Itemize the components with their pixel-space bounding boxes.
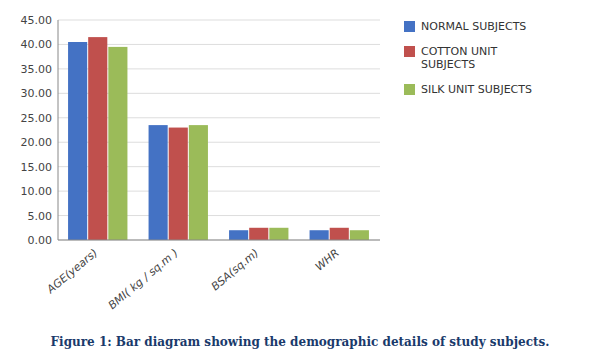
grid bbox=[58, 20, 380, 240]
y-tick-label: 0.00 bbox=[28, 234, 53, 247]
text-line: COTTON UNIT bbox=[421, 45, 497, 58]
title: Figure 1: Bar diagram showing the demogr… bbox=[51, 335, 550, 349]
y-tick-label: 25.00 bbox=[21, 112, 53, 125]
bar bbox=[249, 228, 268, 240]
legend-label: COTTON UNITSUBJECTS bbox=[421, 45, 497, 71]
chart: 0.00 5.00 10.00 15.00 20.00 25.00 30.00 35.00 40… bbox=[0, 0, 600, 358]
y-tick-label: 45.00 bbox=[21, 14, 53, 27]
bar bbox=[68, 42, 87, 240]
bar bbox=[149, 125, 168, 240]
bar bbox=[229, 230, 248, 240]
legend-swatch bbox=[404, 21, 415, 32]
y-axis-line bbox=[58, 20, 59, 240]
bar bbox=[189, 125, 208, 240]
legend-label: NORMAL SUBJECTS bbox=[421, 20, 526, 33]
bars bbox=[68, 37, 369, 240]
bar bbox=[88, 37, 107, 240]
legend-swatch bbox=[404, 46, 415, 57]
y-tick-label: 5.00 bbox=[28, 210, 53, 223]
grid-line bbox=[58, 20, 380, 21]
y-tick-label: 40.00 bbox=[21, 38, 53, 51]
text-line: SUBJECTS bbox=[421, 58, 475, 71]
x-tick-label: AGE(years) bbox=[44, 246, 101, 296]
bar bbox=[330, 228, 349, 240]
y-tick-label: 20.00 bbox=[21, 136, 53, 149]
bar bbox=[169, 128, 188, 240]
y-tick-label: 35.00 bbox=[21, 63, 53, 76]
bar bbox=[269, 228, 288, 240]
y-tick-label: 15.00 bbox=[21, 161, 53, 174]
legend-label: SILK UNIT SUBJECTS bbox=[421, 83, 532, 96]
x-axis-line bbox=[58, 240, 380, 241]
x-tick-label: BMI( kg / sq.m ) bbox=[106, 246, 181, 312]
grid-line bbox=[58, 240, 380, 241]
text-line: SILK UNIT SUBJECTS bbox=[421, 83, 532, 96]
bar bbox=[108, 47, 127, 240]
x-tick-label: BSA(sq.m) bbox=[209, 246, 261, 293]
bar bbox=[310, 230, 329, 240]
y-tick-label: 10.00 bbox=[21, 185, 53, 198]
legend-swatch bbox=[404, 84, 415, 95]
y-tick-label: 30.00 bbox=[21, 87, 53, 100]
text-line: NORMAL SUBJECTS bbox=[421, 20, 526, 33]
bar bbox=[350, 230, 369, 240]
x-tick-label: WHR bbox=[313, 246, 342, 273]
